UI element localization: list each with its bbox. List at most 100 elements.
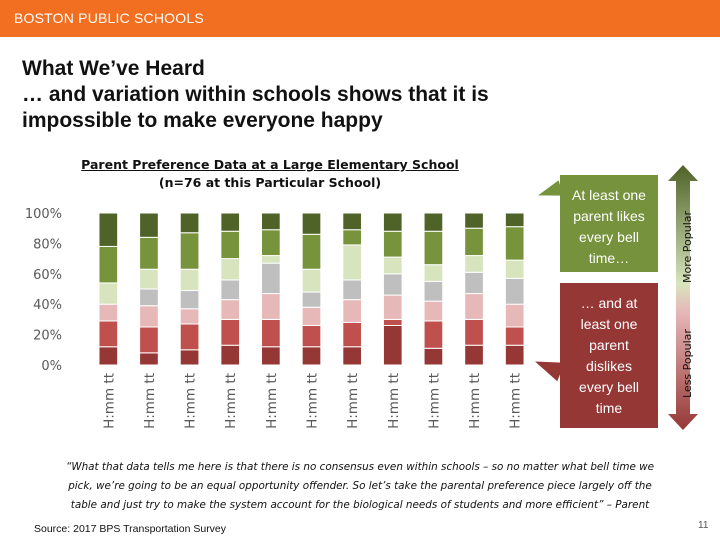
bar-segment (220, 230, 241, 260)
bar-segment (464, 227, 484, 257)
bar-segment (342, 279, 362, 301)
bar-segment (423, 347, 444, 366)
bar-segment (423, 320, 444, 349)
bar-segment (301, 212, 322, 235)
bar-segment (139, 268, 159, 290)
bar-segment (139, 236, 159, 270)
bar-segment (139, 352, 159, 366)
bar-segment (342, 346, 362, 366)
bar-segment (423, 300, 444, 322)
bar-segment (179, 290, 200, 310)
x-tick-label: H:mm tt (101, 373, 117, 429)
bar-segment (382, 256, 403, 275)
title-line: What We’ve Heard (22, 57, 205, 80)
x-tick-label: H:mm tt (508, 373, 524, 429)
bar-segment (220, 318, 241, 346)
bar-segment (301, 306, 322, 326)
bar-segment (382, 212, 403, 232)
bar-segment (423, 264, 444, 282)
y-tick-label: 20% (33, 329, 62, 344)
source-note: Source: 2017 BPS Transportation Survey (34, 523, 227, 535)
bar-segment (464, 293, 484, 320)
bar-segment (504, 226, 525, 261)
y-tick-label: 40% (33, 298, 62, 313)
x-tick-label: H:mm tt (345, 373, 361, 429)
org-name: BOSTON PUBLIC SCHOOLS (14, 10, 204, 26)
bar-segment (261, 229, 281, 257)
bar-segment (179, 268, 200, 292)
bar-segment (464, 271, 484, 295)
bar-segment (98, 303, 119, 322)
bar-segment (342, 321, 362, 348)
callout-line: parent likes (573, 208, 645, 224)
bar-segment (504, 344, 525, 366)
bar-segment (179, 232, 200, 270)
bar-segment (464, 255, 484, 273)
more-popular-label: More Popular (681, 210, 694, 283)
bar-segment (261, 318, 281, 348)
x-tick-label: H:mm tt (426, 373, 442, 429)
x-tick-label: H:mm tt (142, 373, 158, 429)
bar-segment (464, 344, 484, 366)
y-tick-label: 80% (33, 237, 62, 252)
chart-title: Parent Preference Data at a Large Elemen… (60, 156, 480, 192)
callout-line: parent (589, 337, 629, 353)
callout-line: dislikes (586, 358, 632, 374)
bar-segment (139, 305, 159, 328)
less-popular-label: Less Popular (681, 329, 694, 398)
bar-segment (139, 326, 159, 354)
bar-segment (504, 303, 525, 328)
bar-segment (261, 255, 281, 264)
page-number: 11 (698, 520, 709, 531)
bar-segment (179, 349, 200, 366)
bar-segment (220, 258, 241, 281)
popularity-gradient-arrow (668, 165, 698, 430)
bar-segment (342, 229, 362, 246)
chart-subtitle-line: (n=76 at this Particular School) (158, 175, 382, 190)
bar-segment (382, 324, 403, 366)
bar-segment (423, 280, 444, 302)
bar-segment (261, 346, 281, 366)
callout-line: least one (580, 316, 638, 332)
quote-line: “What that data tells me here is that th… (65, 461, 655, 473)
callout-line: At least one (572, 187, 646, 203)
x-tick-label: H:mm tt (223, 373, 239, 429)
bar-segment (179, 212, 200, 234)
bar-segment (261, 262, 281, 295)
quote-line: table and just try to make the system ac… (70, 499, 650, 511)
chart-title-line: Parent Preference Data at a Large Elemen… (81, 157, 459, 172)
bar-segment (504, 259, 525, 279)
y-tick-label: 100% (25, 207, 62, 222)
bar-segment (261, 293, 281, 320)
bar-segment (139, 288, 159, 307)
bar-segment (98, 245, 119, 284)
parent-quote: “What that data tells me here is that th… (30, 458, 690, 515)
bar-segment (98, 212, 119, 247)
x-tick-label: H:mm tt (264, 373, 280, 429)
x-tick-label: H:mm tt (305, 373, 321, 429)
callout-line: every bell (579, 229, 639, 245)
bar-segment (382, 294, 403, 320)
bar-segment (504, 277, 525, 305)
stacked-bar-chart: 0% 20% 40% 60% 80% 100% H:mm tt H:mm tt H:mm tt H… (25, 207, 525, 429)
bar-segment (382, 318, 403, 326)
y-tick-label: 0% (41, 359, 62, 374)
popularity-arrow (668, 165, 698, 430)
callout-line: every bell (579, 379, 639, 395)
bar-segment (301, 324, 322, 348)
callout-likes: At least one parent likes every bell tim… (560, 175, 658, 272)
quote-line: pick, we’re going to be an equal opportu… (68, 480, 652, 492)
bar-segment (382, 273, 403, 296)
bar-segment (220, 279, 241, 301)
bar-segment (504, 326, 525, 346)
bar-segment (301, 346, 322, 366)
bar-segment (301, 233, 322, 270)
bar-segment (179, 308, 200, 325)
bar-segment (301, 268, 322, 293)
bar-segment (301, 291, 322, 308)
x-tick-label: H:mm tt (386, 373, 402, 429)
callout-line: … and at (580, 295, 638, 311)
header-bar: BOSTON PUBLIC SCHOOLS (0, 0, 720, 37)
bar-segment (423, 212, 444, 232)
title-line: … and variation within schools shows tha… (22, 83, 489, 106)
